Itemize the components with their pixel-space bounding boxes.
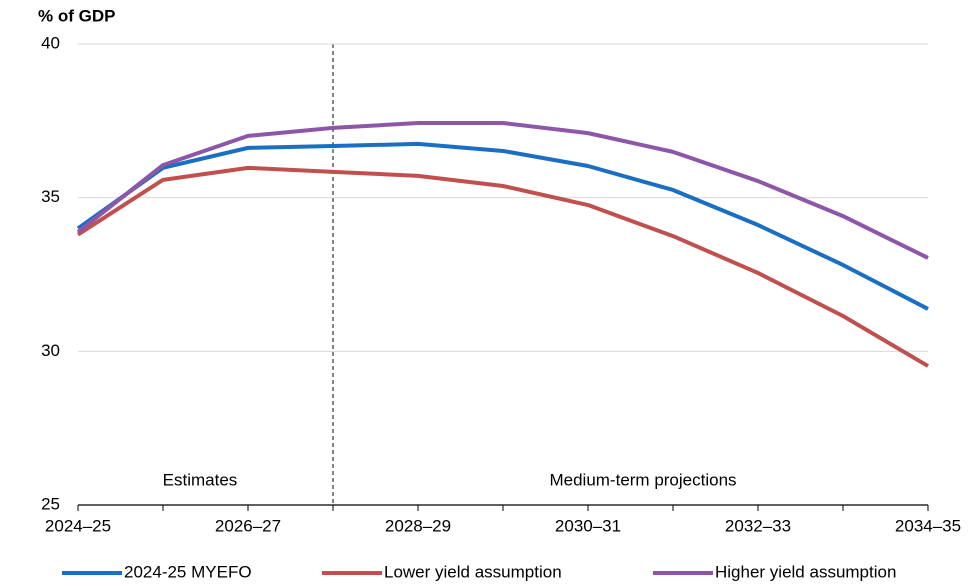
annotation: Medium-term projections [549, 470, 736, 489]
y-tick-label: 35 [41, 187, 60, 206]
x-tick-label: 2024–25 [45, 516, 111, 535]
line-series [76, 165, 930, 368]
annotation: Estimates [163, 470, 238, 489]
y-axis-label: % of GDP [38, 6, 115, 25]
legend-label: Lower yield assumption [384, 562, 562, 581]
line-series [76, 141, 929, 311]
x-tick-label: 2026–27 [215, 516, 281, 535]
x-tick-label: 2028–29 [385, 516, 451, 535]
x-tick-label: 2032–33 [725, 516, 791, 535]
x-tick-label: 2034–35 [895, 516, 961, 535]
line-series [76, 120, 929, 260]
y-tick-label: 30 [41, 341, 60, 360]
y-tick-label: 25 [41, 494, 60, 513]
y-tick-label: 40 [41, 33, 60, 52]
x-tick-label: 2030–31 [555, 516, 621, 535]
legend-label: 2024-25 MYEFO [124, 562, 252, 581]
legend-label: Higher yield assumption [715, 562, 896, 581]
